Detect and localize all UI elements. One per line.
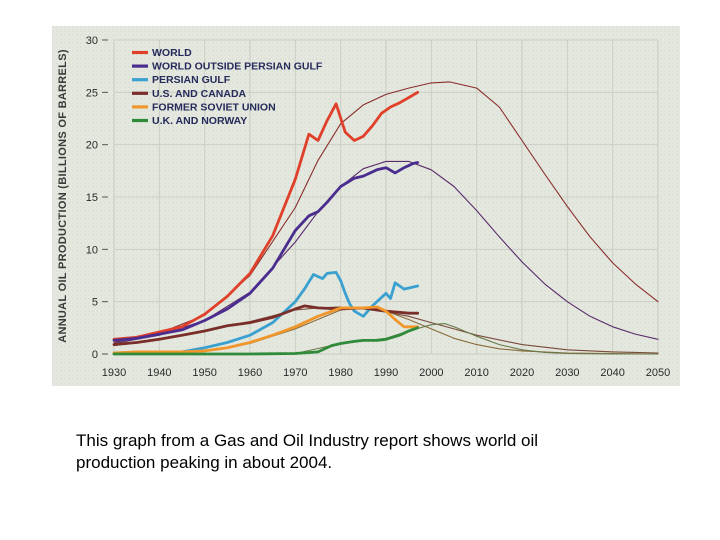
x-tick-label: 2040 [600, 367, 624, 379]
x-tick-label: 2030 [555, 367, 579, 379]
legend-label: WORLD [152, 47, 192, 59]
series-line-u-s-and-canada-fitted-curve [113, 306, 659, 354]
legend-label: U.K. AND NORWAY [152, 115, 247, 127]
y-tick-label: 30 [86, 35, 98, 47]
series-line-world-outside-persian-gulf [112, 161, 420, 342]
series-line-former-soviet-union [112, 305, 420, 355]
series-line-world [112, 90, 420, 341]
caption-line-1: This graph from a Gas and Oil Industry r… [76, 431, 539, 450]
legend-label: WORLD OUTSIDE PERSIAN GULF [152, 61, 323, 73]
legend-label: FORMER SOVIET UNION [152, 101, 276, 113]
y-axis-ticks: 0 5 10 15 20 25 30 [86, 35, 108, 361]
series-line-u-s-and-canada [112, 304, 420, 347]
legend-label: PERSIAN GULF [152, 74, 231, 86]
y-tick-label: 15 [86, 192, 98, 204]
x-tick-label: 2010 [464, 367, 488, 379]
x-tick-label: 2000 [419, 367, 443, 379]
series-layer [112, 81, 659, 356]
chart-svg: 0 5 10 15 20 25 30 1930 1940 1950 1960 1970 1980 199… [52, 26, 680, 386]
x-tick-label: 1980 [328, 367, 352, 379]
x-axis-ticks: 1930 1940 1950 1960 1970 1980 1990 2000 2010 2020… [102, 367, 670, 379]
y-axis-title: ANNUAL OIL PRODUCTION (BILLIONS OF BARRE… [57, 49, 69, 343]
caption-line-2: production peaking in about 2004. [76, 453, 333, 472]
series-line-u-k-and-norway [112, 326, 420, 356]
x-tick-label: 1960 [238, 367, 262, 379]
x-tick-label: 1930 [102, 367, 126, 379]
y-tick-label: 5 [92, 297, 98, 309]
x-tick-label: 2050 [646, 367, 670, 379]
y-tick-label: 20 [86, 140, 98, 152]
legend-label: U.S. AND CANADA [152, 88, 247, 100]
x-tick-label: 2020 [510, 367, 534, 379]
caption: This graph from a Gas and Oil Industry r… [76, 430, 676, 474]
chart-background [52, 26, 680, 386]
y-tick-label: 0 [92, 349, 98, 361]
x-tick-label: 1940 [147, 367, 171, 379]
x-tick-label: 1970 [283, 367, 307, 379]
y-tick-label: 10 [86, 244, 98, 256]
x-tick-label: 1950 [192, 367, 216, 379]
oil-production-chart: 0 5 10 15 20 25 30 1930 1940 1950 1960 1970 1980 199… [52, 26, 680, 386]
series-line-persian-gulf [180, 270, 420, 354]
x-tick-label: 1990 [374, 367, 398, 379]
y-tick-label: 25 [86, 87, 98, 99]
series-line-world-fitted-curve [113, 81, 659, 344]
